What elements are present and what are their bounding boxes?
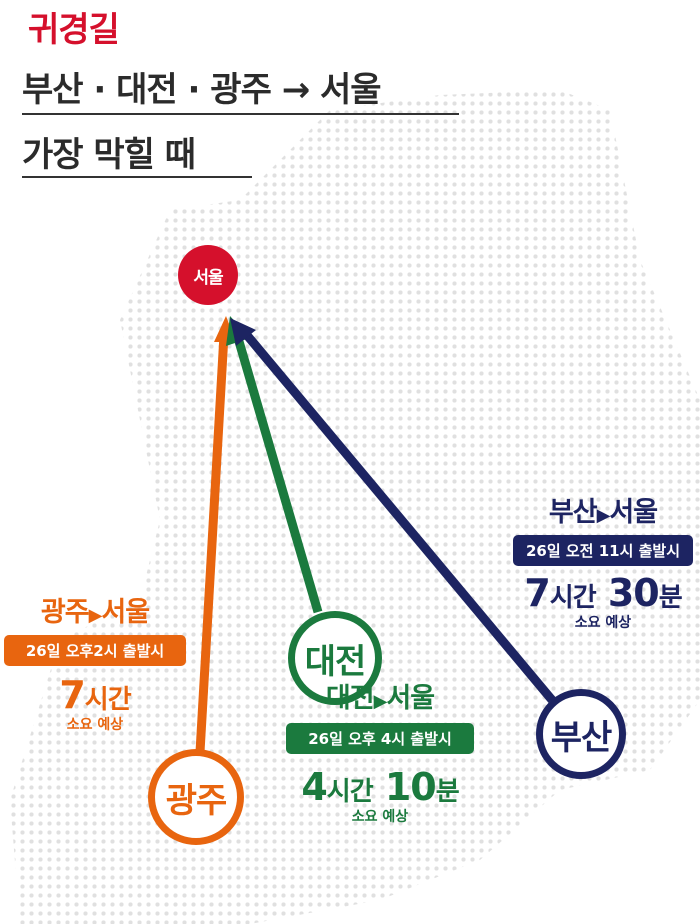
busan-marker: 부산 bbox=[536, 689, 626, 779]
play-arrow-icon: ▶ bbox=[373, 691, 388, 712]
daejeon-info: 대전▶서울 26일 오후 4시 출발시 4시간 10분 소요 예상 bbox=[286, 676, 474, 826]
seoul-marker: 서울 bbox=[178, 245, 238, 305]
gwangju-departure-badge: 26일 오후2시 출발시 bbox=[4, 635, 186, 666]
divider bbox=[22, 113, 459, 115]
daejeon-route-title: 대전▶서울 bbox=[325, 683, 435, 714]
daejeon-note: 소요 예상 bbox=[351, 809, 409, 825]
daejeon-marker: 대전 bbox=[288, 611, 382, 705]
busan-note: 소요 예상 bbox=[574, 615, 632, 631]
gwangju-marker: 광주 bbox=[148, 749, 244, 845]
kicker-title: 귀경길 bbox=[28, 10, 120, 50]
gwangju-info: 광주▶서울 26일 오후2시 출발시 7시간 소요 예상 bbox=[4, 590, 186, 734]
busan-info: 부산▶서울 26일 오전 11시 출발시 7시간 30분 소요 예상 bbox=[513, 490, 693, 632]
play-arrow-icon: ▶ bbox=[596, 505, 611, 526]
headline-line1: 부산 · 대전 · 광주 → 서울 bbox=[22, 70, 382, 110]
busan-arrow bbox=[230, 318, 556, 703]
gwangju-arrow bbox=[195, 316, 236, 753]
busan-route-title: 부산▶서울 bbox=[548, 497, 658, 528]
gwangju-note: 소요 예상 bbox=[66, 717, 124, 733]
gwangju-route-title: 광주▶서울 bbox=[40, 597, 150, 628]
gwangju-duration: 7시간 bbox=[59, 673, 131, 717]
play-arrow-icon: ▶ bbox=[88, 605, 103, 626]
divider bbox=[22, 176, 252, 178]
headline-line2: 가장 막힐 때 bbox=[22, 135, 196, 175]
daejeon-departure-badge: 26일 오후 4시 출발시 bbox=[286, 723, 474, 754]
busan-duration: 7시간 30분 bbox=[524, 571, 682, 615]
daejeon-duration: 4시간 10분 bbox=[301, 765, 459, 809]
busan-departure-badge: 26일 오전 11시 출발시 bbox=[513, 535, 693, 566]
